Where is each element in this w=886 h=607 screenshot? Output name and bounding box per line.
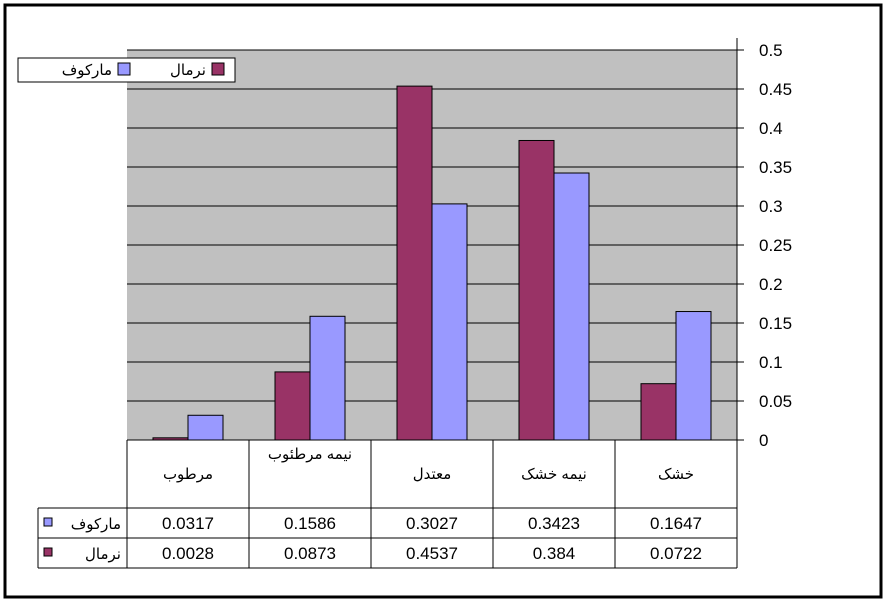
y-tick-label: 0.1 bbox=[759, 353, 783, 372]
bar-normal bbox=[518, 139, 555, 441]
bar-markov bbox=[309, 315, 346, 441]
legend-swatch-markov bbox=[117, 62, 131, 76]
bar-normal bbox=[396, 85, 433, 441]
table-value-markov: 0.1586 bbox=[284, 514, 336, 533]
table-value-markov: 0.3423 bbox=[528, 514, 580, 533]
table-value-normal: 0.0028 bbox=[162, 544, 214, 563]
data-table: مرطوب نیمه مرطئوب معتدل نیمه خشک خشک مارکوف 0.… bbox=[37, 439, 738, 569]
bar-markov bbox=[675, 311, 712, 441]
bars bbox=[152, 85, 712, 441]
bar-markov bbox=[187, 414, 224, 441]
bar-normal bbox=[640, 383, 677, 441]
y-tick-label: 0.3 bbox=[759, 197, 783, 216]
bar-markov bbox=[431, 203, 468, 441]
y-tick-label: 0 bbox=[759, 431, 768, 450]
category-label: خشک bbox=[658, 466, 694, 483]
y-tick-label: 0.45 bbox=[759, 80, 792, 99]
table-value-normal: 0.0722 bbox=[650, 544, 702, 563]
y-tick-label: 0.25 bbox=[759, 236, 792, 255]
y-tick-label: 0.15 bbox=[759, 314, 792, 333]
legend-label-normal: نرمال bbox=[170, 62, 206, 79]
table-value-normal: 0.384 bbox=[533, 544, 576, 563]
table-row-key-markov bbox=[43, 517, 53, 527]
table-row-label: نرمال bbox=[85, 546, 121, 563]
y-axis: 0 0.05 0.1 0.15 0.2 0.25 0.3 0.35 0.4 0.45 0.5 bbox=[736, 38, 792, 450]
table-header-bg bbox=[127, 440, 737, 504]
y-tick-label: 0.2 bbox=[759, 275, 783, 294]
table-value-markov: 0.3027 bbox=[406, 514, 458, 533]
category-label: معتدل bbox=[413, 466, 452, 483]
category-label: مرطوب bbox=[163, 466, 213, 483]
y-tick-label: 0.5 bbox=[759, 41, 783, 60]
y-tick-label: 0.35 bbox=[759, 158, 792, 177]
table-value-markov: 0.0317 bbox=[162, 514, 214, 533]
category-label: نیمه مرطئوب bbox=[268, 446, 352, 463]
table-value-normal: 0.4537 bbox=[406, 544, 458, 563]
category-label: نیمه خشک bbox=[521, 466, 587, 483]
legend-label-markov: مارکوف bbox=[62, 62, 112, 79]
legend-swatch-normal bbox=[211, 62, 225, 76]
legend: نرمال مارکوف bbox=[17, 57, 236, 83]
y-tick-label: 0.05 bbox=[759, 392, 792, 411]
table-row-label: مارکوف bbox=[71, 516, 121, 533]
table-row-key-normal bbox=[43, 547, 53, 557]
bar-normal bbox=[274, 371, 311, 441]
y-tick-label: 0.4 bbox=[759, 119, 783, 138]
bar-markov bbox=[553, 172, 590, 441]
table-value-normal: 0.0873 bbox=[284, 544, 336, 563]
table-value-markov: 0.1647 bbox=[650, 514, 702, 533]
